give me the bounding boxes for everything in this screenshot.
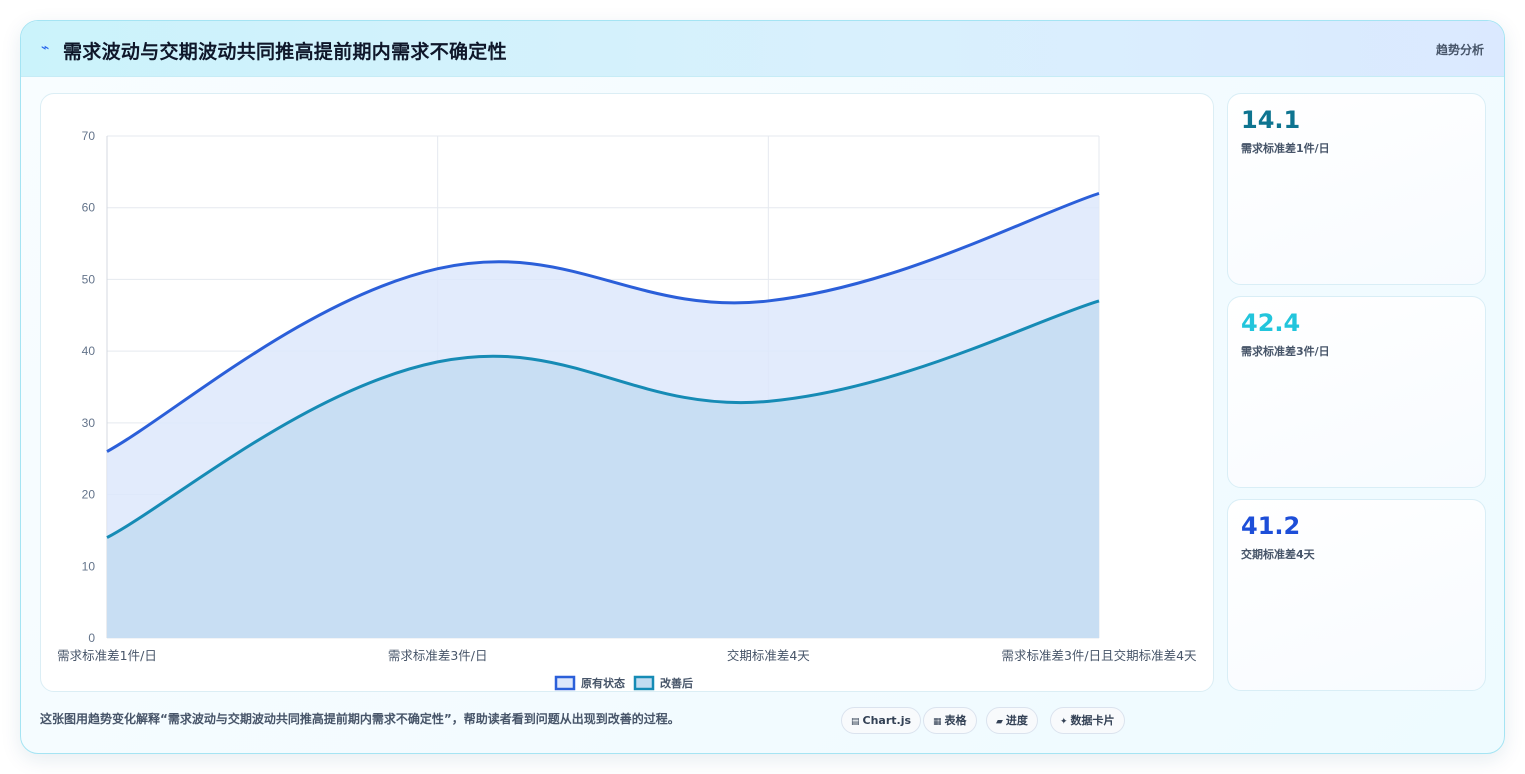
progress-pill[interactable]: ▰ 进度 xyxy=(986,707,1038,734)
table-pill[interactable]: ▦ 表格 xyxy=(923,707,977,734)
y-tick-label: 20 xyxy=(82,488,96,502)
area-chart: 0 10 20 30 40 50 60 70 需求标准差1件/日 需求标准差3件/日 交期标准差4天… xyxy=(57,129,1197,691)
legend-swatch-0 xyxy=(554,675,576,691)
chart-panel: 0 10 20 30 40 50 60 70 需求标准差1件/日 需求标准差3件/日 交期标准差4天… xyxy=(40,93,1214,692)
card-icon: ✦ xyxy=(1060,717,1068,727)
data-card-pill[interactable]: ✦ 数据卡片 xyxy=(1050,707,1125,734)
chart-card: ⌁ 需求波动与交期波动共同推高提前期内需求不确定性 趋势分析 0 10 20 30 40… xyxy=(20,20,1505,754)
y-tick-label: 50 xyxy=(82,272,96,286)
series-line-1 xyxy=(106,299,1100,539)
x-tick-label: 需求标准差1件/日 xyxy=(57,648,157,663)
y-tick-label: 10 xyxy=(82,559,96,573)
legend-label-0: 原有状态 xyxy=(581,676,625,690)
y-tick-label: 40 xyxy=(82,344,96,358)
pill-label: 表格 xyxy=(944,714,967,727)
x-tick-label: 需求标准差3件/日且交期标准差4天 xyxy=(1001,648,1197,663)
x-tick-label: 需求标准差3件/日 xyxy=(388,648,488,663)
kpi-label: 交期标准差4天 xyxy=(1241,548,1315,561)
series-area-1 xyxy=(107,300,1099,638)
legend-label-1: 改善后 xyxy=(660,676,693,690)
y-tick-label: 30 xyxy=(82,416,96,430)
y-tick-label: 60 xyxy=(82,201,96,215)
kpi-card: 41.2 交期标准差4天 xyxy=(1227,499,1486,691)
y-tick-label: 70 xyxy=(82,129,96,143)
pill-label: Chart.js xyxy=(862,714,912,727)
pill-label: 数据卡片 xyxy=(1070,714,1115,727)
card-title: 需求波动与交期波动共同推高提前期内需求不确定性 xyxy=(63,41,507,63)
kpi-label: 需求标准差3件/日 xyxy=(1241,345,1330,358)
kpi-value: 42.4 xyxy=(1241,309,1301,337)
progress-icon: ▰ xyxy=(996,717,1003,727)
kpi-label: 需求标准差1件/日 xyxy=(1241,142,1330,155)
card-header: ⌁ 需求波动与交期波动共同推高提前期内需求不确定性 趋势分析 xyxy=(21,21,1504,77)
chartjs-pill[interactable]: ▤ Chart.js xyxy=(841,707,922,734)
legend-swatch-1 xyxy=(633,675,655,691)
series-line-0 xyxy=(106,191,1100,453)
bolt-icon: ⌁ xyxy=(41,39,50,55)
y-tick-label: 0 xyxy=(88,631,95,645)
kpi-value: 14.1 xyxy=(1241,106,1301,134)
kpi-card: 42.4 需求标准差3件/日 xyxy=(1227,296,1486,488)
kpi-card: 14.1 需求标准差1件/日 xyxy=(1227,93,1486,285)
pill-label: 进度 xyxy=(1005,714,1028,727)
x-tick-label: 交期标准差4天 xyxy=(727,648,810,663)
chart-description: 这张图用趋势变化解释“需求波动与交期波动共同推高提前期内需求不确定性”，帮助读者… xyxy=(40,712,680,726)
kpi-value: 41.2 xyxy=(1241,512,1301,540)
trend-analysis-tag: 趋势分析 xyxy=(1435,43,1484,57)
chart-icon: ▤ xyxy=(851,717,860,727)
table-icon: ▦ xyxy=(933,717,942,727)
